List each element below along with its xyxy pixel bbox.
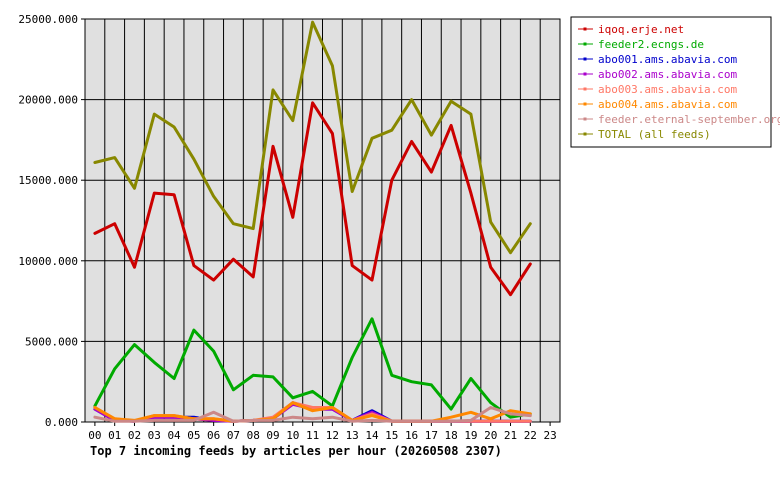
y-tick-label: 10000.000 [18, 255, 78, 268]
x-tick-label: 01 [108, 429, 121, 442]
legend-marker [583, 42, 587, 46]
y-tick-label: 15000.000 [18, 174, 78, 187]
y-tick-label: 25000.000 [18, 13, 78, 26]
series-line [93, 317, 532, 419]
x-tick-label: 15 [385, 429, 398, 442]
legend-label: TOTAL (all feeds) [598, 128, 711, 141]
x-tick-label: 14 [365, 429, 379, 442]
series-line [93, 406, 532, 423]
legend-marker [583, 102, 587, 106]
x-tick-label: 04 [167, 429, 181, 442]
y-tick-label: 20000.000 [18, 94, 78, 107]
legend-marker [583, 117, 587, 121]
x-tick-label: 07 [227, 429, 240, 442]
legend-marker [583, 87, 587, 91]
legend-label: iqoq.erje.net [598, 23, 684, 36]
x-tick-label: 18 [445, 429, 458, 442]
x-tick-label: 12 [326, 429, 339, 442]
legend-marker [583, 72, 587, 76]
y-tick-label: 0.000 [45, 416, 78, 429]
legend-label: abo003.ams.abavia.com [598, 83, 737, 96]
x-tick-label: 21 [504, 429, 517, 442]
x-axis: 00 01 02 03 04 05 06 07 08 09 10 11 12 13 14 15 16 17 18 19… [88, 422, 557, 442]
x-tick-label: 08 [247, 429, 260, 442]
legend-label: abo004.ams.abavia.com [598, 98, 737, 111]
x-tick-label: 11 [306, 429, 319, 442]
x-tick-label: 16 [405, 429, 418, 442]
legend-marker [583, 57, 587, 61]
x-tick-label: 10 [286, 429, 299, 442]
series-line [93, 401, 532, 423]
x-tick-label: 20 [484, 429, 497, 442]
legend: iqoq.erje.net feeder2.ecngs.de abo001.ams.… [570, 16, 780, 148]
x-tick-label: 05 [187, 429, 200, 442]
x-tick-label: 03 [148, 429, 161, 442]
series-line [93, 101, 532, 297]
legend-label: abo002.ams.abavia.com [598, 68, 737, 81]
x-tick-label: 19 [464, 429, 477, 442]
legend-label: feeder2.ecngs.de [598, 38, 704, 51]
legend-marker [583, 27, 587, 31]
x-tick-label: 02 [128, 429, 141, 442]
legend-label: abo001.ams.abavia.com [598, 53, 737, 66]
legend-label: feeder.eternal-september.org [598, 113, 780, 126]
x-tick-label: 23 [543, 429, 556, 442]
x-tick-label: 22 [524, 429, 537, 442]
x-tick-label: 17 [425, 429, 438, 442]
chart-title: Top 7 incoming feeds by articles per hou… [90, 444, 502, 458]
plot-area [84, 18, 561, 423]
x-tick-label: 09 [266, 429, 279, 442]
x-tick-label: 00 [88, 429, 101, 442]
x-tick-label: 06 [207, 429, 220, 442]
legend-marker [583, 132, 587, 136]
x-tick-label: 13 [346, 429, 359, 442]
y-axis: 0.000 5000.000 10000.000 15000.000 20000.000… [18, 13, 85, 429]
series-line [93, 20, 532, 255]
y-tick-label: 5000.000 [25, 335, 78, 348]
series-group [93, 20, 532, 423]
legend-box [570, 16, 772, 148]
